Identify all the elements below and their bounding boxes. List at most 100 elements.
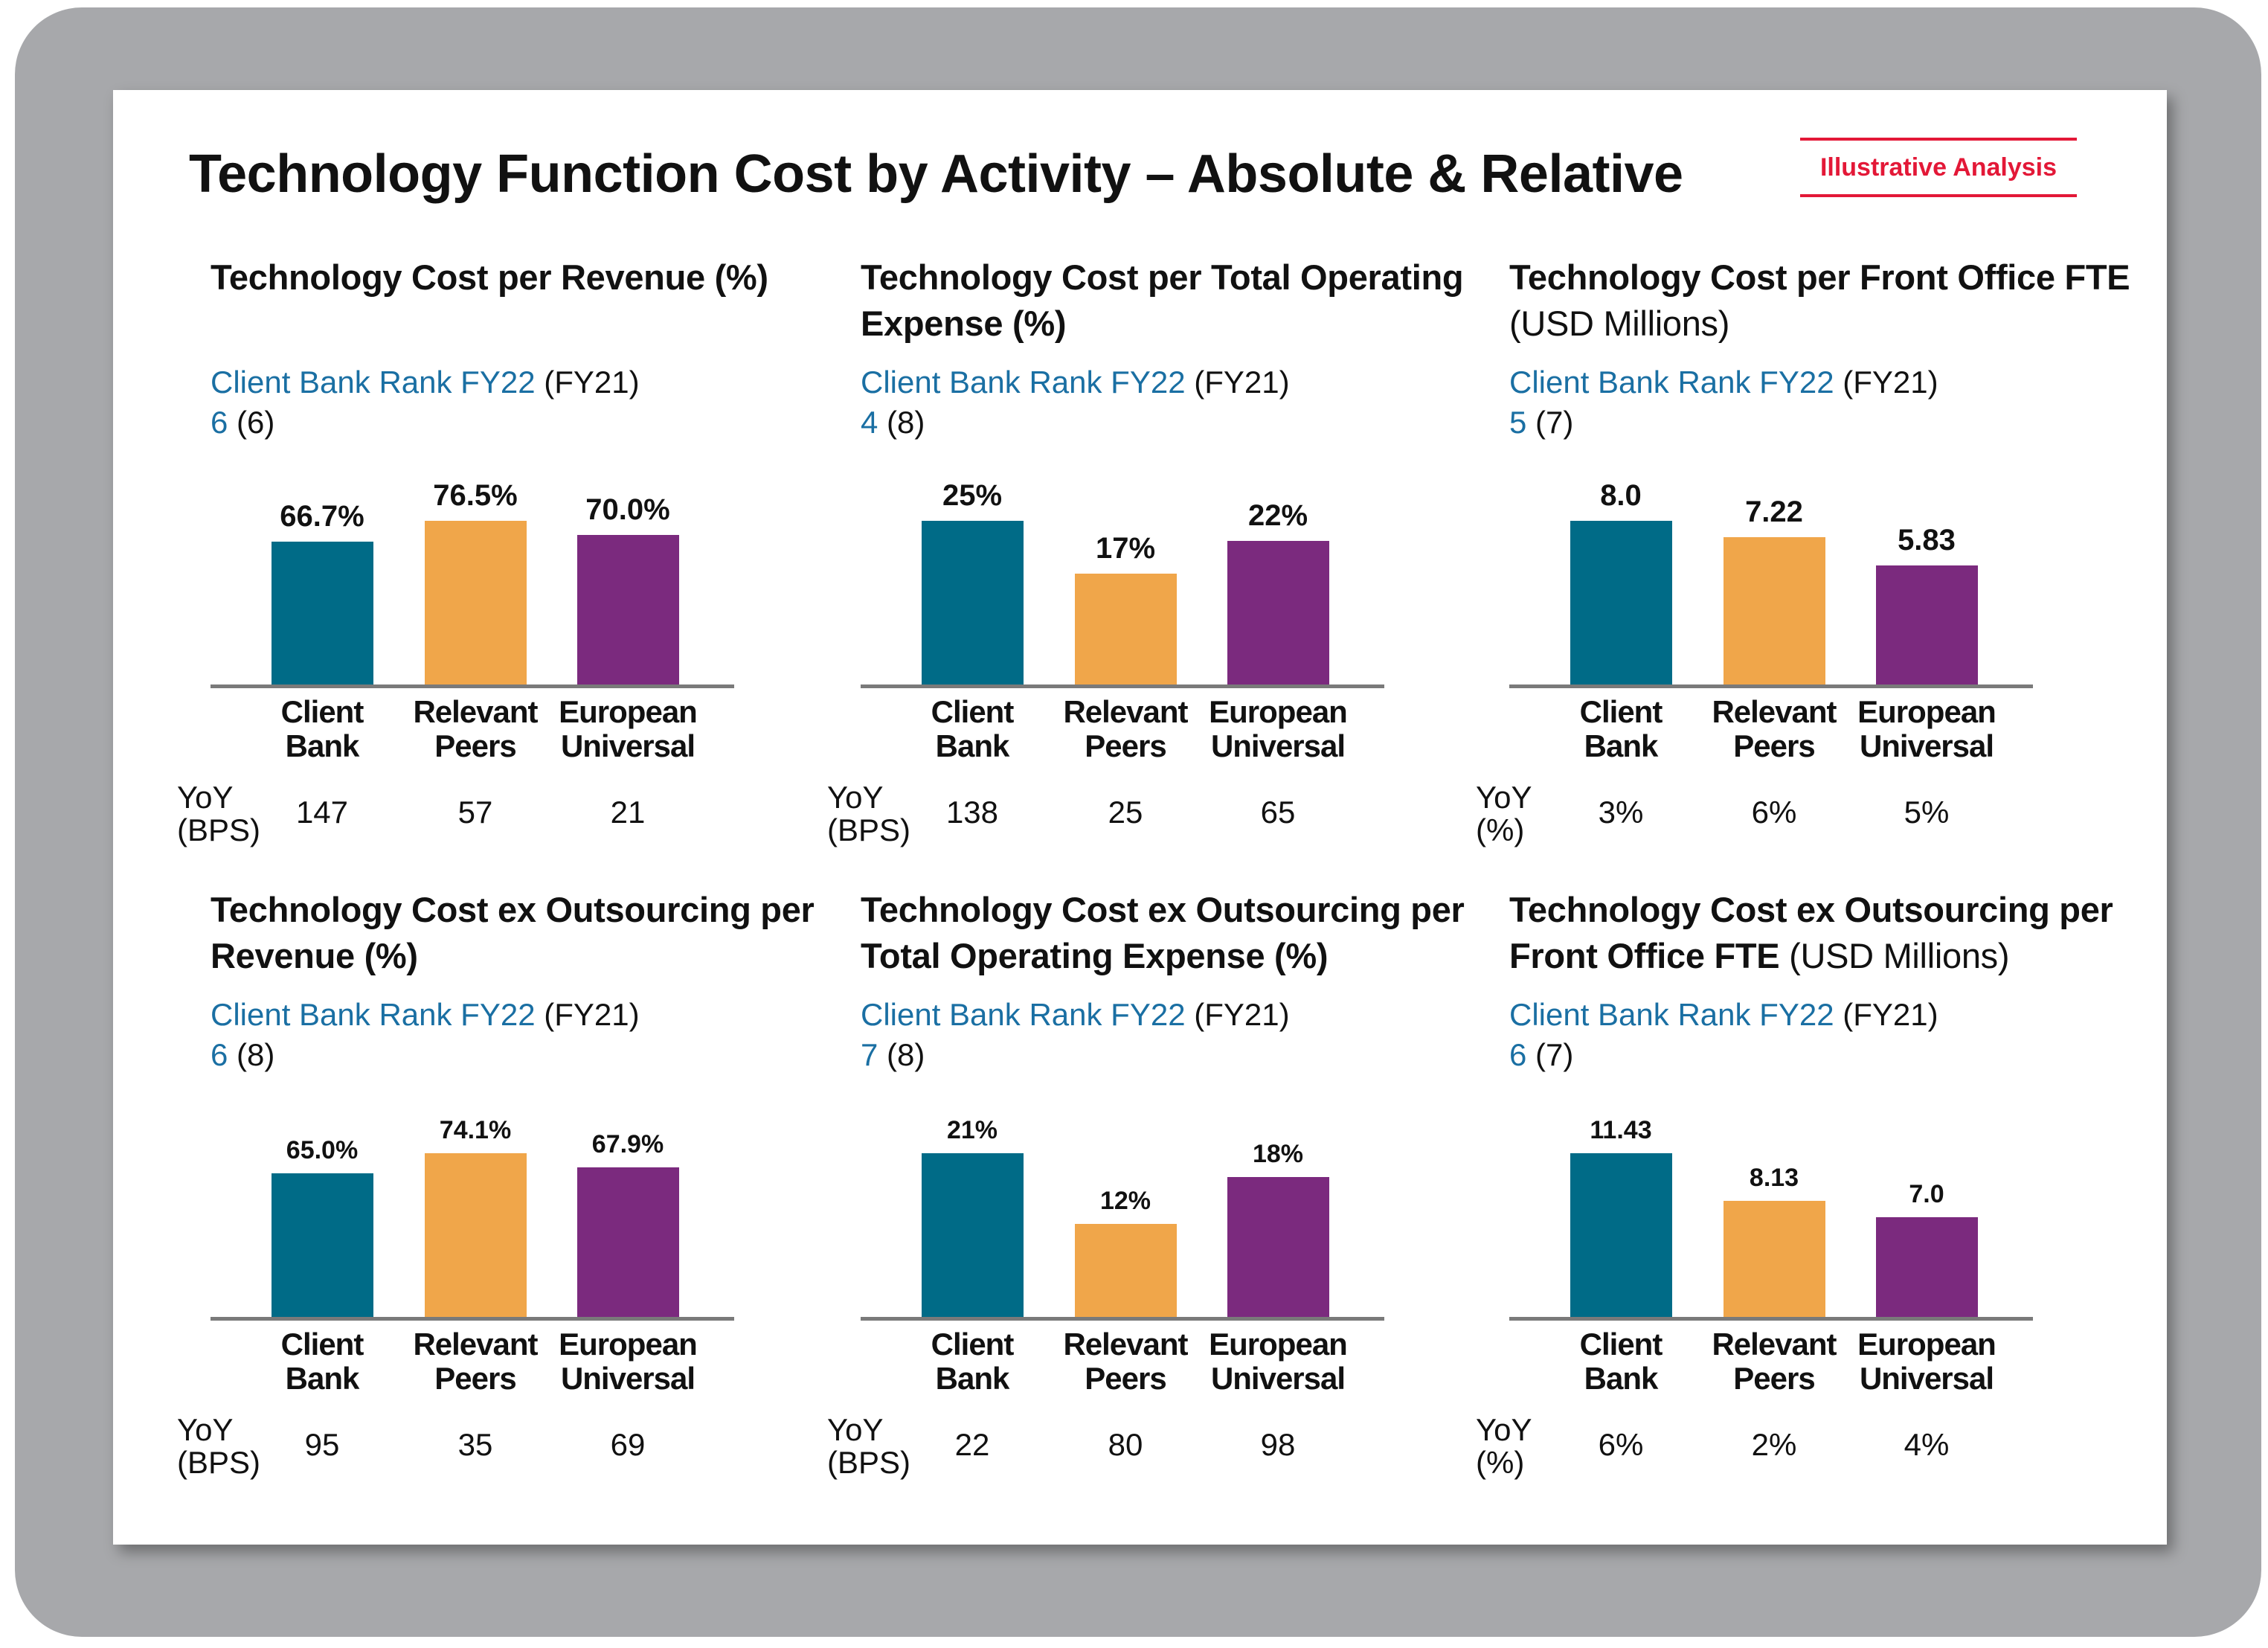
category-label-line: Peers bbox=[434, 1361, 516, 1396]
bar-european-universal bbox=[577, 1167, 679, 1318]
yoy-label: YoY (BPS) bbox=[177, 781, 260, 847]
bar-european-universal bbox=[1227, 1176, 1329, 1318]
yoy-label: YoY (%) bbox=[1476, 781, 1532, 847]
yoy-value: 21 bbox=[610, 795, 646, 830]
x-axis-line bbox=[1509, 1317, 2033, 1321]
chart-panel: Technology Cost ex Outsourcing per Front… bbox=[1476, 887, 2134, 1497]
chart-title-main: Technology Cost ex Outsourcing per Total… bbox=[861, 890, 1465, 975]
rank-info: Client Bank Rank FY22 (FY21) 6 (7) bbox=[1509, 995, 1938, 1075]
rank-prev-value: (7) bbox=[1535, 405, 1574, 440]
category-label-line: Relevant bbox=[413, 694, 538, 729]
category-label-line: European bbox=[559, 1327, 698, 1362]
bar-european-universal bbox=[1876, 1217, 1978, 1318]
bar-client-bank bbox=[922, 521, 1024, 686]
category-label-line: Universal bbox=[1859, 728, 1994, 763]
yoy-value: 147 bbox=[295, 795, 349, 830]
bar-client-bank bbox=[1570, 1153, 1672, 1318]
x-axis-line bbox=[861, 1317, 1384, 1321]
category-label-line: European bbox=[1209, 694, 1348, 729]
category-label: European Universal bbox=[1196, 1327, 1360, 1396]
category-label: Client Bank bbox=[1539, 695, 1703, 763]
rank-value: 4 bbox=[861, 405, 887, 440]
rank-label: Client Bank Rank FY22 bbox=[1509, 997, 1843, 1032]
rank-info: Client Bank Rank FY22 (FY21) 6 (6) bbox=[211, 362, 640, 443]
category-label-line: Peers bbox=[1085, 728, 1166, 763]
chart-panel: Technology Cost per Revenue (%) Client Ba… bbox=[177, 254, 835, 865]
data-label: 76.5% bbox=[433, 479, 518, 512]
yoy-value: 138 bbox=[945, 795, 999, 830]
yoy-label: YoY (BPS) bbox=[827, 1414, 910, 1479]
yoy-value: 6% bbox=[1751, 795, 1797, 830]
bar-relevant-peers bbox=[425, 521, 527, 686]
yoy-label-line: (BPS) bbox=[827, 812, 911, 847]
rank-info: Client Bank Rank FY22 (FY21) 4 (8) bbox=[861, 362, 1290, 443]
yoy-value: 3% bbox=[1598, 795, 1644, 830]
category-label-line: Peers bbox=[1733, 728, 1815, 763]
bar-client-bank bbox=[272, 542, 373, 686]
chart-title-main: Technology Cost per Front Office FTE bbox=[1509, 257, 2130, 297]
category-label-line: Bank bbox=[285, 728, 360, 763]
data-label: 5.83 bbox=[1898, 524, 1956, 557]
category-label-line: Relevant bbox=[1063, 694, 1188, 729]
rank-value: 7 bbox=[861, 1037, 887, 1072]
rank-label: Client Bank Rank FY22 bbox=[211, 365, 544, 400]
chart-title-unit: (USD Millions) bbox=[1509, 304, 1730, 343]
yoy-value: 65 bbox=[1260, 795, 1296, 830]
rank-prev-value: (7) bbox=[1535, 1037, 1574, 1072]
rank-label: Client Bank Rank FY22 bbox=[211, 997, 544, 1032]
bar-european-universal bbox=[1227, 540, 1329, 686]
category-label: Relevant Peers bbox=[393, 695, 557, 763]
category-label-line: European bbox=[1857, 694, 1996, 729]
x-axis-line bbox=[1509, 684, 2033, 688]
data-label: 21% bbox=[946, 1116, 998, 1144]
yoy-label-line: (BPS) bbox=[177, 1445, 261, 1480]
data-label: 65.0% bbox=[286, 1136, 359, 1165]
category-label: Relevant Peers bbox=[1044, 1327, 1207, 1396]
yoy-label-line: YoY bbox=[827, 1412, 884, 1447]
bar-client-bank bbox=[272, 1173, 373, 1318]
category-label: Relevant Peers bbox=[1692, 695, 1856, 763]
chart-panel: Technology Cost per Front Office FTE (US… bbox=[1476, 254, 2134, 865]
data-label: 66.7% bbox=[280, 500, 364, 533]
data-label: 7.0 bbox=[1909, 1180, 1944, 1209]
category-label-line: Client bbox=[1579, 1327, 1663, 1362]
rank-label: Client Bank Rank FY22 bbox=[1509, 365, 1843, 400]
chart-title-main: Technology Cost per Revenue bbox=[211, 257, 715, 297]
category-label-line: Client bbox=[1579, 694, 1663, 729]
slide: Technology Function Cost by Activity – A… bbox=[113, 90, 2167, 1545]
rank-prev-value: (8) bbox=[887, 1037, 925, 1072]
bar-relevant-peers bbox=[1724, 536, 1825, 686]
rank-prev-value: (8) bbox=[237, 1037, 275, 1072]
chart-title-main: Technology Cost ex Outsourcing per Front… bbox=[1509, 890, 2113, 975]
illustrative-badge: Illustrative Analysis bbox=[1800, 138, 2077, 197]
yoy-label-line: YoY bbox=[177, 1412, 234, 1447]
category-label-line: European bbox=[1209, 1327, 1348, 1362]
rank-value: 6 bbox=[211, 405, 237, 440]
rank-label: Client Bank Rank FY22 bbox=[861, 365, 1195, 400]
rank-prev-label: (FY21) bbox=[544, 997, 640, 1032]
yoy-value: 6% bbox=[1598, 1427, 1644, 1462]
category-label-line: European bbox=[1857, 1327, 1996, 1362]
bar-relevant-peers bbox=[1724, 1201, 1825, 1318]
chart-title: Technology Cost per Front Office FTE (US… bbox=[1509, 254, 2149, 347]
yoy-value: 5% bbox=[1904, 795, 1950, 830]
chart-title-unit: (USD Millions) bbox=[1789, 936, 2010, 975]
category-label-line: Peers bbox=[434, 728, 516, 763]
category-label-line: Bank bbox=[935, 1361, 1010, 1396]
data-label: 17% bbox=[1095, 532, 1156, 565]
chart-title-unit: (%) bbox=[1274, 936, 1329, 975]
yoy-label-line: (%) bbox=[1476, 812, 1525, 847]
page-title: Technology Function Cost by Activity – A… bbox=[189, 144, 1683, 204]
rank-prev-label: (FY21) bbox=[544, 365, 640, 400]
yoy-label-line: YoY bbox=[1476, 1412, 1532, 1447]
chart-title: Technology Cost ex Outsourcing per Total… bbox=[861, 887, 1500, 979]
chart-title-unit: (%) bbox=[714, 257, 769, 297]
data-label: 22% bbox=[1247, 498, 1308, 532]
category-label-line: Client bbox=[931, 694, 1015, 729]
chart-panel: Technology Cost per Total Operating Expe… bbox=[827, 254, 1485, 865]
category-label-line: Universal bbox=[1210, 728, 1346, 763]
bar-european-universal bbox=[1876, 565, 1978, 686]
category-label: Relevant Peers bbox=[1044, 695, 1207, 763]
category-label-line: Relevant bbox=[1063, 1327, 1188, 1362]
yoy-label-line: (%) bbox=[1476, 1445, 1525, 1480]
